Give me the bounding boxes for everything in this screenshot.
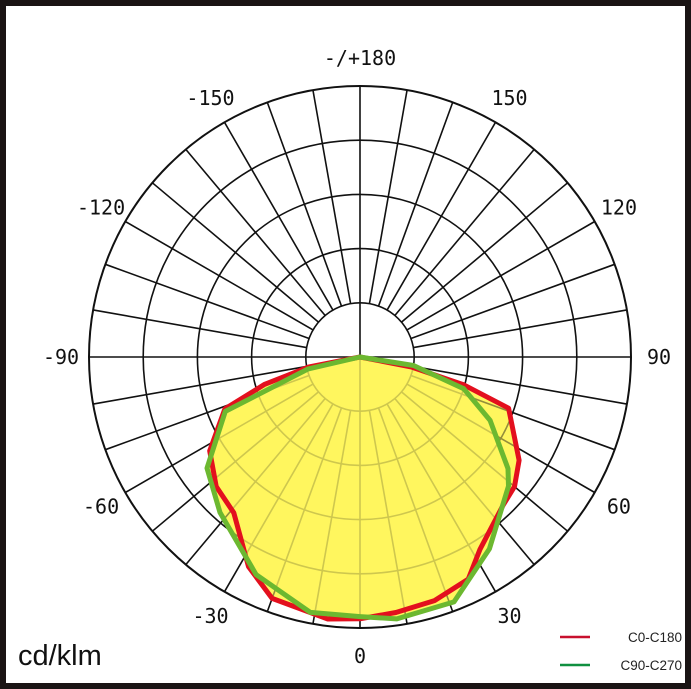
angle-label: -150 [186,86,234,110]
grid-spoke [105,263,310,340]
series-line-C90-C270 [204,354,511,622]
fill-overlay-1 [207,357,509,619]
grid-spoke [413,309,628,349]
grid-spoke [377,102,454,307]
grid-spoke [151,182,319,323]
angle-label: -90 [43,345,79,369]
grid-spoke [266,102,343,307]
grid-spoke [312,89,352,304]
grid-spoke [223,121,334,311]
legend-label: C90-C270 [620,658,682,673]
grid-spoke [185,148,326,316]
angle-label: 90 [647,345,671,369]
grid-spoke [394,148,535,316]
angle-label: -/+180 [324,46,396,70]
angle-label: -60 [83,495,119,519]
grid-spoke [92,309,307,349]
angle-label: 30 [497,604,521,628]
angle-label: 0 [354,644,366,668]
angle-label: 60 [607,495,631,519]
grid-layer [88,85,632,629]
grid-spoke [413,365,628,405]
angle-label: 120 [601,196,637,220]
angle-label: 150 [491,86,527,110]
angle-label: -30 [192,604,228,628]
grid-spoke [92,365,307,405]
grid-spoke [410,263,615,340]
unit-label: cd/klm [18,640,102,672]
grid-spoke [386,121,497,311]
legend: C0-C180 C90-C270 [560,630,682,673]
angle-label: -120 [77,196,125,220]
grid-spoke [401,182,569,323]
curve-layer [204,354,522,622]
label-layer: -/+180 150 -150 120 -120 90 -90 60 -60 30 -30 0 [43,46,671,668]
legend-label: C0-C180 [628,630,682,645]
grid-spoke [124,220,314,331]
grid-spoke [368,89,408,304]
grid-spoke [406,220,596,331]
